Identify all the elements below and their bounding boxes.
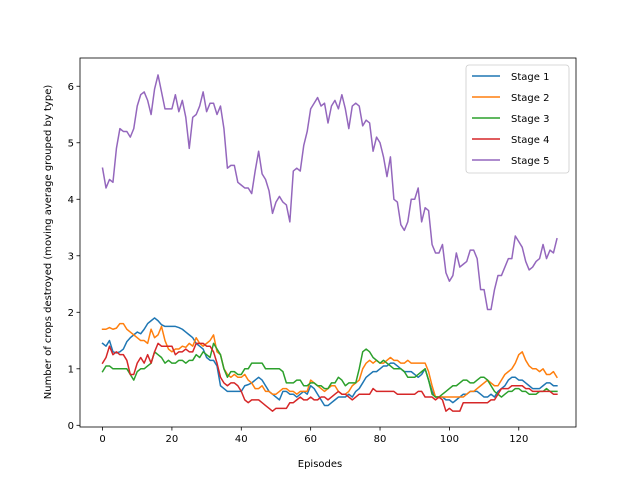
series-line-1 <box>101 317 558 407</box>
x-tick-label: 60 <box>304 434 317 445</box>
y-tick-label: 0 <box>68 421 74 432</box>
series-line-5 <box>101 74 558 311</box>
legend-label: Stage 2 <box>511 93 549 104</box>
x-tick-label: 0 <box>99 434 105 445</box>
legend: Stage 1 Stage 2 Stage 3 Stage 4 Stage 5 <box>465 64 570 174</box>
y-tick-label: 1 <box>68 364 74 375</box>
y-tick-label: 4 <box>68 195 74 206</box>
axes: 0 20 40 60 80 100 120 0 1 2 3 4 5 6 <box>68 57 577 445</box>
series-line-3 <box>101 342 558 398</box>
y-tick-label: 2 <box>68 308 74 319</box>
legend-label: Stage 4 <box>511 135 549 146</box>
series-lines <box>101 74 558 412</box>
x-tick-label: 120 <box>509 434 528 445</box>
y-axis-label: Number of crops destroyed (moving averag… <box>43 85 54 400</box>
plot-frame <box>79 57 577 428</box>
y-tick-label: 6 <box>68 82 74 93</box>
x-tick-label: 100 <box>440 434 459 445</box>
y-tick-label: 5 <box>68 138 74 149</box>
x-tick-label: 80 <box>374 434 387 445</box>
y-tick-label: 3 <box>68 251 74 262</box>
series-line-4 <box>101 342 558 412</box>
legend-label: Stage 1 <box>511 72 549 83</box>
x-tick-label: 20 <box>166 434 179 445</box>
legend-frame <box>465 64 570 174</box>
x-tick-label: 40 <box>235 434 248 445</box>
legend-label: Stage 3 <box>511 114 549 125</box>
legend-label: Stage 5 <box>511 156 549 167</box>
x-axis-label: Episodes <box>298 459 342 470</box>
